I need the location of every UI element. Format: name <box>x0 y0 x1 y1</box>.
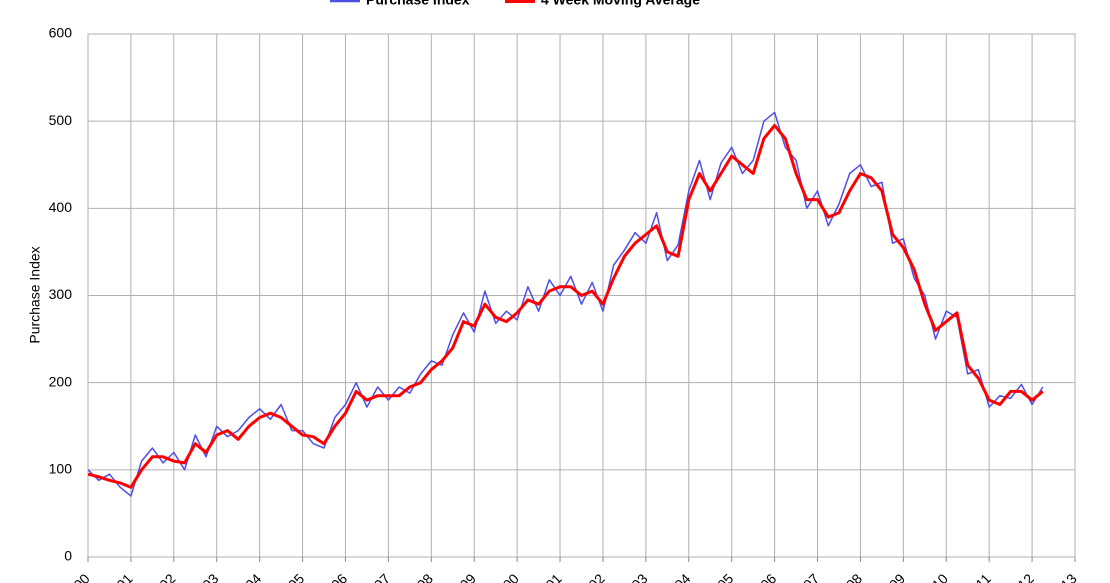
x-tick-label: 09 <box>886 570 908 583</box>
x-tick-label: 12 <box>1014 570 1036 583</box>
x-tick-label: 10 <box>929 570 951 583</box>
x-tick-label: 01 <box>542 570 564 583</box>
y-axis-label: Purchase Index <box>27 246 43 343</box>
x-tick-label: 93 <box>199 570 221 583</box>
legend-label: Purchase Index <box>366 0 470 8</box>
x-tick-label: 92 <box>156 570 178 583</box>
x-tick-label: 11 <box>972 570 994 583</box>
legend-label: 4 Week Moving Average <box>541 0 700 8</box>
x-tick-label: 98 <box>414 570 436 583</box>
x-tick-label: 97 <box>371 570 393 583</box>
x-tick-label: 90 <box>70 570 92 583</box>
series-line <box>87 124 1044 489</box>
x-tick-label: 95 <box>285 570 307 583</box>
y-tick-label: 500 <box>49 112 73 128</box>
x-tick-label: 96 <box>328 570 350 583</box>
y-tick-label: 200 <box>49 373 73 389</box>
x-tick-label: 13 <box>1057 570 1079 583</box>
y-tick-label: 0 <box>64 548 72 564</box>
x-tick-label: 06 <box>757 570 779 583</box>
x-tick-label: 04 <box>671 570 693 583</box>
x-tick-label: 07 <box>800 570 822 583</box>
y-tick-label: 100 <box>49 461 73 477</box>
x-tick-label: 94 <box>242 570 264 583</box>
y-tick-label: 300 <box>49 286 73 302</box>
x-tick-label: 99 <box>457 570 479 583</box>
y-tick-label: 400 <box>49 199 73 215</box>
x-tick-label: 03 <box>628 570 650 583</box>
x-tick-label: 91 <box>113 570 135 583</box>
x-tick-label: 05 <box>714 570 736 583</box>
x-tick-label: 08 <box>843 570 865 583</box>
x-tick-label: 02 <box>585 570 607 583</box>
x-tick-label: 00 <box>500 570 522 583</box>
y-tick-label: 600 <box>49 25 73 41</box>
